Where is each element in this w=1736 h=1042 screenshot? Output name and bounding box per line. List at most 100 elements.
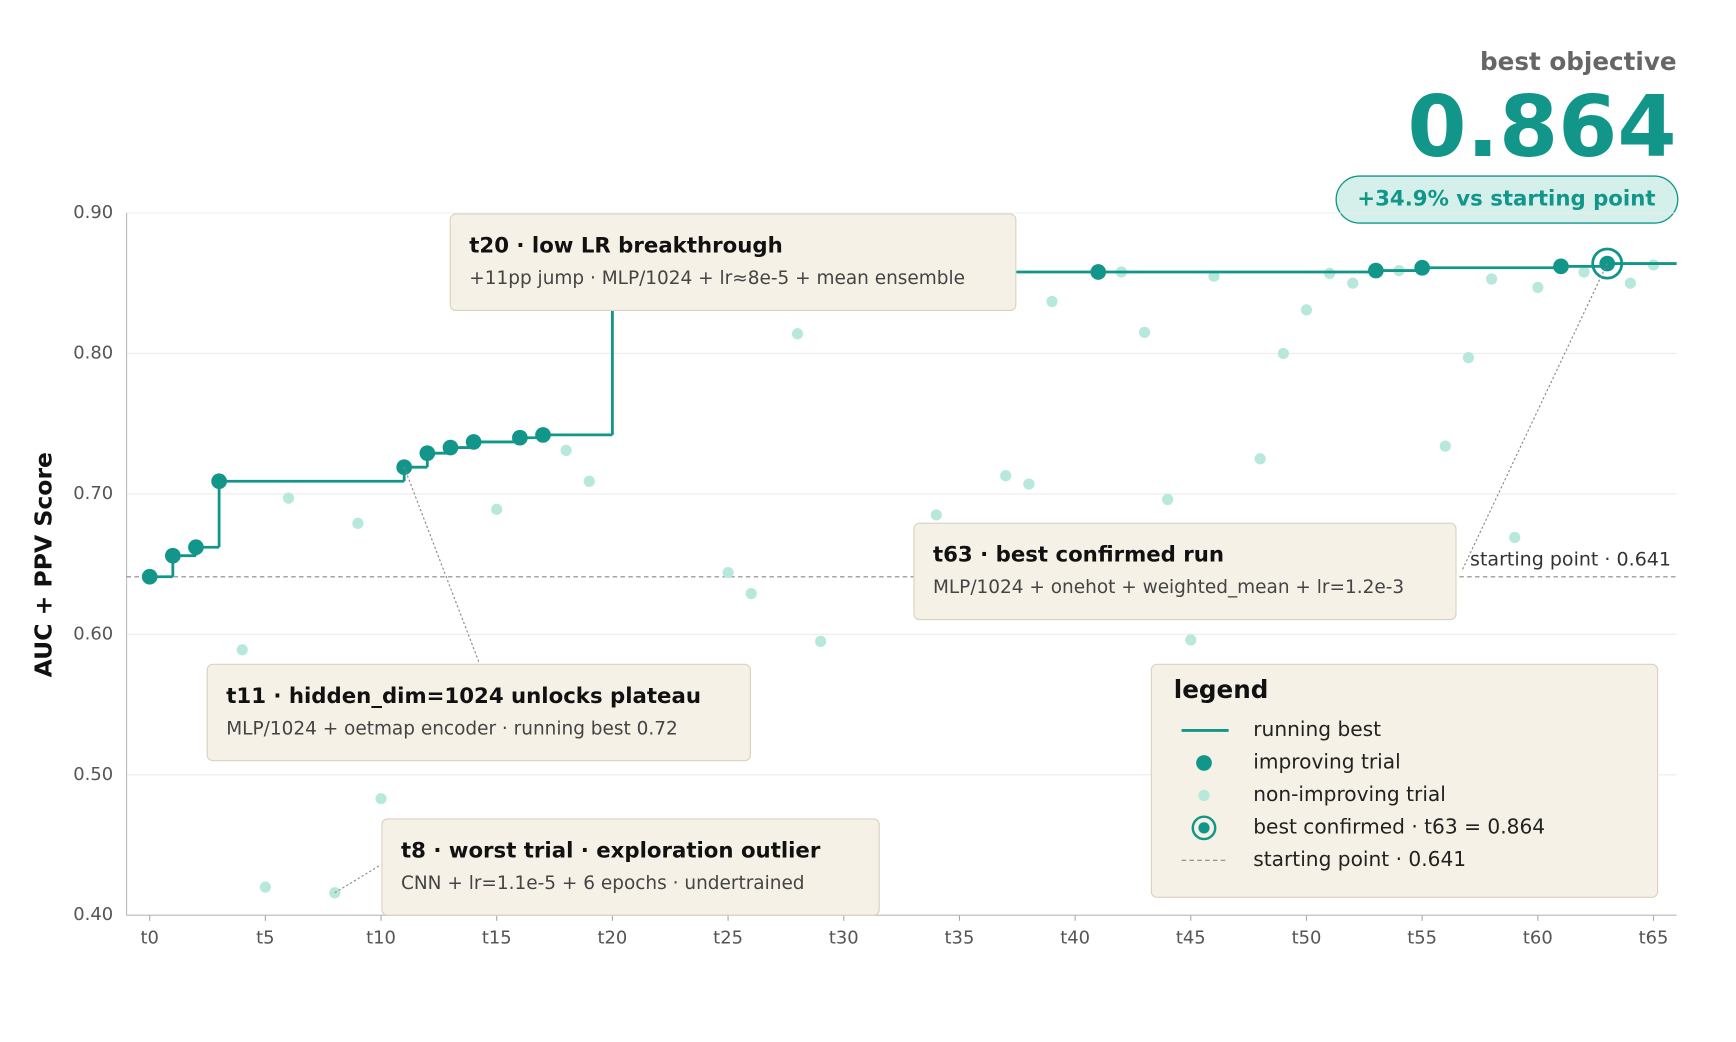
x-tick-label: t65 — [1639, 928, 1669, 949]
legend-label: best confirmed · t63 = 0.864 — [1253, 814, 1545, 838]
improving-point — [535, 427, 551, 443]
legend-best-ring — [1191, 815, 1217, 841]
non-improving-point — [259, 881, 271, 893]
annotation-text: +11pp jump · MLP/1024 + lr≈8e-5 + mean e… — [469, 268, 965, 289]
non-improving-point — [745, 588, 757, 600]
y-axis-label: AUC + PPV Score — [29, 452, 57, 677]
non-improving-point — [930, 509, 942, 521]
non-improving-point — [1185, 634, 1197, 646]
x-tick-label: t25 — [713, 928, 743, 949]
annotation-box — [206, 663, 751, 762]
header-value: 0.864 — [1407, 78, 1676, 177]
non-improving-point — [1532, 281, 1544, 294]
improving-point — [465, 434, 482, 450]
x-tick-label: t45 — [1176, 928, 1206, 949]
non-improving-point — [1578, 266, 1590, 278]
improving-point — [1368, 262, 1384, 279]
non-improving-point — [583, 475, 595, 487]
x-tick-label: t5 — [256, 928, 274, 949]
legend-label: non-improving trial — [1253, 782, 1446, 806]
annotation-title: t8 · worst trial · exploration outlier — [401, 838, 821, 863]
non-improving-point — [1647, 259, 1660, 271]
x-tick-label: t30 — [829, 928, 859, 949]
non-improving-point — [1462, 352, 1475, 364]
y-tick-label: 0.70 — [73, 483, 113, 504]
y-tick-label: 0.80 — [73, 342, 113, 363]
non-improving-point — [1347, 277, 1359, 289]
badge-text: +34.9% vs starting point — [1357, 187, 1655, 212]
legend-label: running best — [1253, 717, 1381, 741]
non-improving-point — [1046, 295, 1058, 308]
non-improving-point — [236, 644, 248, 656]
improving-point — [211, 473, 227, 490]
reference-label: starting point · 0.641 — [1470, 548, 1671, 570]
legend-label: improving trial — [1253, 749, 1400, 773]
x-tick-label: t20 — [597, 928, 627, 949]
x-tick-label: t15 — [482, 928, 512, 949]
annotation-title: t20 · low LR breakthrough — [469, 234, 782, 259]
improving-point — [1090, 264, 1107, 280]
badge — [1335, 175, 1679, 224]
non-improving-point — [352, 517, 364, 529]
non-improving-point — [1138, 326, 1151, 338]
annotation-connector — [403, 467, 480, 664]
annotation-title: t11 · hidden_dim=1024 unlocks plateau — [226, 684, 701, 709]
legend-label: starting point · 0.641 — [1253, 847, 1466, 871]
non-improving-point — [1485, 273, 1498, 285]
legend-box — [1150, 663, 1659, 898]
annotation-box — [449, 213, 1017, 312]
non-improving-point — [282, 492, 295, 504]
legend-improving — [1196, 755, 1212, 771]
annotation-box — [381, 818, 880, 916]
legend-best-dot — [1198, 822, 1210, 834]
y-tick-label: 0.90 — [73, 202, 113, 223]
non-improving-point — [1624, 277, 1636, 289]
non-improving-point — [1277, 347, 1289, 360]
y-tick-label: 0.60 — [73, 623, 113, 644]
header-label: best objective — [1480, 47, 1677, 76]
non-improving-point — [815, 635, 827, 647]
improving-point — [164, 547, 181, 564]
non-improving-point — [1023, 478, 1035, 490]
annotation-connector — [1461, 263, 1608, 572]
annotation-text: MLP/1024 + oetmap encoder · running best… — [226, 718, 678, 739]
annotation-title: t63 · best confirmed run — [933, 543, 1224, 568]
non-improving-point — [1509, 531, 1521, 544]
x-tick-label: t50 — [1292, 928, 1322, 949]
non-improving-point — [722, 566, 734, 579]
non-improving-point — [791, 328, 804, 340]
non-improving-point — [1162, 493, 1174, 506]
x-tick-label: t35 — [945, 928, 975, 949]
improving-point — [1553, 258, 1569, 275]
non-improving-point — [491, 503, 503, 515]
best-ring — [1591, 247, 1624, 280]
legend-title: legend — [1174, 675, 1269, 704]
annotation-connector — [334, 864, 382, 894]
annotation-text: CNN + lr=1.1e-5 + 6 epochs · undertraine… — [401, 873, 805, 894]
improving-point — [442, 439, 459, 456]
non-improving-point — [1208, 270, 1220, 282]
x-tick-label: t55 — [1407, 928, 1437, 949]
y-tick-label: 0.50 — [73, 764, 113, 785]
improving-point — [188, 539, 204, 556]
improving-point — [141, 568, 158, 585]
annotation-box — [913, 522, 1457, 621]
non-improving-point — [1324, 267, 1336, 279]
non-improving-point — [1254, 453, 1266, 465]
y-tick-label: 0.40 — [73, 904, 113, 925]
legend-non-improving — [1198, 789, 1210, 801]
annotation-text: MLP/1024 + onehot + weighted_mean + lr=1… — [933, 577, 1404, 598]
non-improving-point — [560, 444, 572, 456]
x-tick-label: t10 — [366, 928, 396, 949]
non-improving-point — [375, 793, 387, 805]
non-improving-point — [1300, 304, 1313, 316]
non-improving-point — [1439, 440, 1451, 452]
x-tick-label: t60 — [1523, 928, 1553, 949]
improving-point — [419, 445, 436, 462]
improving-point — [1414, 259, 1430, 276]
x-tick-label: t0 — [140, 928, 158, 949]
improving-point — [512, 429, 528, 446]
non-improving-point — [1000, 470, 1012, 482]
